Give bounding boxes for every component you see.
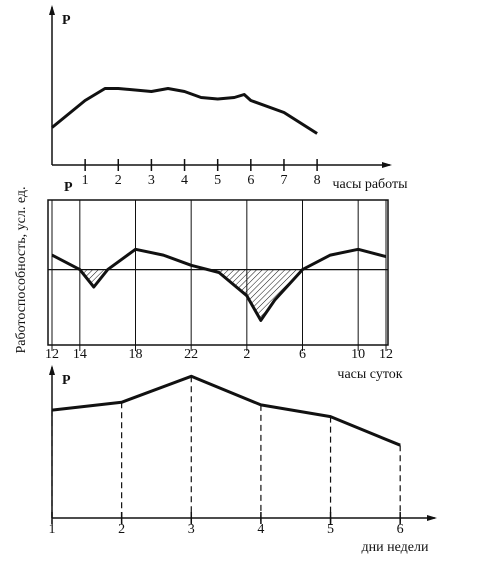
x-tick-label: 10 — [351, 347, 365, 362]
x-tick-label: 4 — [257, 522, 264, 537]
y-axis-arrow — [49, 5, 55, 15]
x-tick-label: 22 — [184, 347, 198, 362]
x-tick-label: 3 — [188, 522, 195, 537]
performance-curve — [51, 87, 318, 135]
performance-curve — [51, 247, 387, 322]
deficit-area — [79, 269, 303, 321]
x-axis-label: часы суток — [337, 367, 402, 382]
x-tick-label: 12 — [45, 347, 59, 362]
x-tick-label: 2 — [115, 173, 122, 188]
x-tick-label: 6 — [247, 173, 254, 188]
x-axis-label: дни недели — [362, 540, 429, 555]
x-tick-label: 14 — [73, 347, 87, 362]
x-tick-label: 5 — [214, 173, 221, 188]
x-tick-label: 3 — [148, 173, 155, 188]
x-tick-label: 8 — [314, 173, 321, 188]
plot-frame — [47, 199, 389, 346]
x-axis-arrow — [382, 162, 392, 168]
x-tick-label: 5 — [327, 522, 334, 537]
performance-curve — [51, 374, 401, 447]
y-axis-label: P — [62, 13, 71, 28]
x-tick-label: 4 — [181, 173, 188, 188]
y-axis-label: P — [64, 180, 73, 195]
x-axis-arrow — [427, 515, 437, 521]
x-tick-label: 12 — [379, 347, 393, 362]
y-axis-title: Работоспособность, усл. ед. — [14, 186, 29, 353]
x-tick-label: 1 — [49, 522, 56, 537]
x-tick-label: 18 — [129, 347, 143, 362]
y-axis-arrow — [49, 365, 55, 375]
x-tick-label: 2 — [118, 522, 125, 537]
x-tick-label: 2 — [243, 347, 250, 362]
x-tick-label: 1 — [82, 173, 89, 188]
x-tick-label: 6 — [299, 347, 306, 362]
x-tick-label: 7 — [280, 173, 287, 188]
y-axis-label: P — [62, 373, 71, 388]
x-tick-label: 6 — [397, 522, 404, 537]
x-axis-label: часы работы — [332, 177, 408, 192]
